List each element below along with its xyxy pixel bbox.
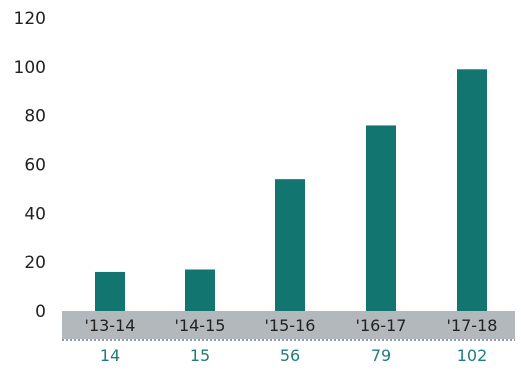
value-label: 102 bbox=[457, 346, 488, 365]
y-tick-label: 60 bbox=[24, 156, 46, 176]
y-tick-label: 80 bbox=[24, 107, 46, 127]
bar bbox=[185, 269, 215, 311]
value-labels: 14 15 56 79 102 bbox=[100, 346, 487, 365]
y-tick-label: 100 bbox=[14, 58, 46, 78]
category-label: '13-14 bbox=[85, 316, 136, 335]
bar bbox=[457, 69, 487, 312]
category-label: '16-17 bbox=[356, 316, 407, 335]
bar bbox=[95, 271, 125, 311]
bars-group bbox=[95, 69, 487, 312]
bar bbox=[275, 179, 305, 311]
value-label: 14 bbox=[100, 346, 120, 365]
value-label: 79 bbox=[371, 346, 391, 365]
category-label: '14-15 bbox=[175, 316, 226, 335]
value-label: 56 bbox=[280, 346, 300, 365]
y-tick-label: 40 bbox=[24, 204, 46, 224]
bar bbox=[366, 125, 396, 311]
y-tick-label: 0 bbox=[35, 302, 46, 322]
y-tick-label: 120 bbox=[14, 9, 46, 29]
y-tick-label: 20 bbox=[24, 253, 46, 273]
category-labels: '13-14 '14-15 '15-16 '16-17 '17-18 bbox=[85, 316, 498, 335]
y-axis-ticks: 0 20 40 60 80 100 120 bbox=[14, 9, 46, 322]
category-label: '15-16 bbox=[265, 316, 316, 335]
category-band bbox=[62, 311, 515, 339]
category-label: '17-18 bbox=[447, 316, 498, 335]
value-label: 15 bbox=[190, 346, 210, 365]
